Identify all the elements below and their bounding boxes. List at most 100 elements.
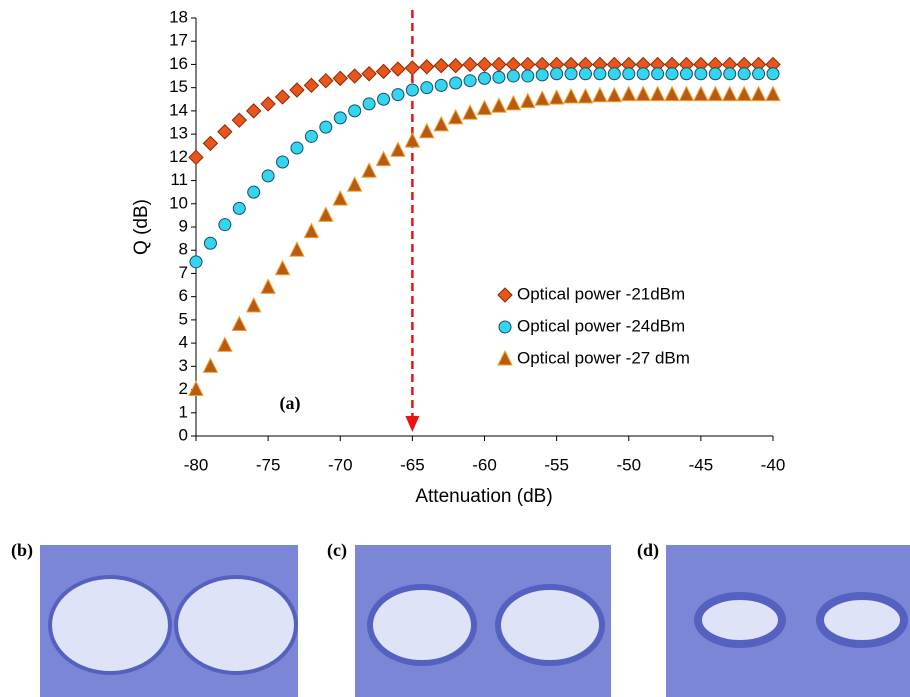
legend-label: Optical power -24dBm: [517, 316, 685, 335]
point: [464, 75, 476, 87]
eye-diagram: [666, 545, 910, 697]
point: [479, 72, 491, 84]
point: [290, 83, 304, 97]
point: [753, 68, 765, 80]
x-tick-label: -40: [761, 455, 786, 474]
x-tick-label: -45: [689, 455, 714, 474]
point: [579, 68, 591, 80]
y-tick-label: 7: [179, 263, 188, 282]
x-axis-title: Attenuation (dB): [415, 486, 552, 507]
point: [391, 62, 405, 76]
point: [291, 142, 303, 154]
point: [405, 61, 419, 75]
point: [478, 101, 492, 115]
point: [233, 202, 245, 214]
point: [593, 88, 607, 102]
y-tick-label: 4: [179, 333, 188, 352]
point: [636, 87, 650, 101]
y-tick-label: 8: [179, 240, 188, 259]
figure: (a) Attenuation (dB) Q (dB) (b) (c) (d) …: [0, 0, 910, 697]
eye-diagram: [40, 545, 298, 697]
point: [738, 68, 750, 80]
point: [377, 64, 391, 78]
point: [492, 57, 506, 71]
point: [420, 124, 434, 138]
y-tick-label: 5: [179, 309, 188, 328]
point: [189, 382, 203, 396]
eye-diagram: [355, 545, 611, 697]
point: [536, 69, 548, 81]
y-tick-label: 9: [179, 216, 188, 235]
point: [203, 136, 217, 150]
y-tick-label: 14: [169, 100, 188, 119]
point: [578, 89, 592, 103]
point: [594, 68, 606, 80]
point: [450, 77, 462, 89]
legend-marker: [499, 321, 511, 333]
point: [378, 93, 390, 105]
x-tick-label: -75: [256, 455, 281, 474]
point: [218, 337, 232, 351]
point: [232, 113, 246, 127]
point: [276, 90, 290, 104]
y-tick-label: 6: [179, 286, 188, 305]
point: [248, 186, 260, 198]
point: [334, 112, 346, 124]
point: [622, 87, 636, 101]
point: [493, 71, 505, 83]
eye-label: (b): [11, 540, 33, 561]
y-tick-label: 11: [170, 170, 188, 189]
point: [261, 279, 275, 293]
point: [766, 87, 780, 101]
point: [421, 82, 433, 94]
x-tick-label: -65: [400, 455, 425, 474]
point: [377, 152, 391, 166]
point: [506, 96, 520, 110]
point: [391, 142, 405, 156]
point: [608, 68, 620, 80]
point: [652, 68, 664, 80]
point: [551, 68, 563, 80]
point: [232, 317, 246, 331]
point: [348, 69, 362, 83]
point: [565, 68, 577, 80]
point: [203, 358, 217, 372]
eye-label: (c): [327, 540, 347, 561]
point: [550, 90, 564, 104]
point: [708, 87, 722, 101]
point: [349, 105, 361, 117]
point: [535, 91, 549, 105]
point: [319, 74, 333, 88]
point: [406, 84, 418, 96]
point: [695, 68, 707, 80]
y-tick-label: 17: [169, 31, 188, 50]
legend-label: Optical power -21dBm: [517, 284, 685, 303]
point: [420, 60, 434, 74]
point: [564, 89, 578, 103]
point: [261, 97, 275, 111]
eye-label: (d): [637, 540, 659, 561]
y-tick-label: 15: [169, 77, 188, 96]
point: [449, 110, 463, 124]
point: [637, 68, 649, 80]
point: [767, 68, 779, 80]
point: [204, 237, 216, 249]
point: [737, 87, 751, 101]
point: [506, 57, 520, 71]
y-tick-label: 2: [179, 379, 188, 398]
annotation: (a): [280, 393, 301, 414]
point: [405, 133, 419, 147]
point: [247, 104, 261, 118]
point: [435, 79, 447, 91]
point: [305, 130, 317, 142]
point: [304, 78, 318, 92]
legend-marker: [498, 351, 512, 365]
point: [362, 163, 376, 177]
point: [463, 57, 477, 71]
y-tick-label: 16: [169, 54, 188, 73]
point: [319, 207, 333, 221]
point: [449, 59, 463, 73]
y-tick-label: 12: [169, 147, 188, 166]
point: [724, 68, 736, 80]
point: [392, 89, 404, 101]
